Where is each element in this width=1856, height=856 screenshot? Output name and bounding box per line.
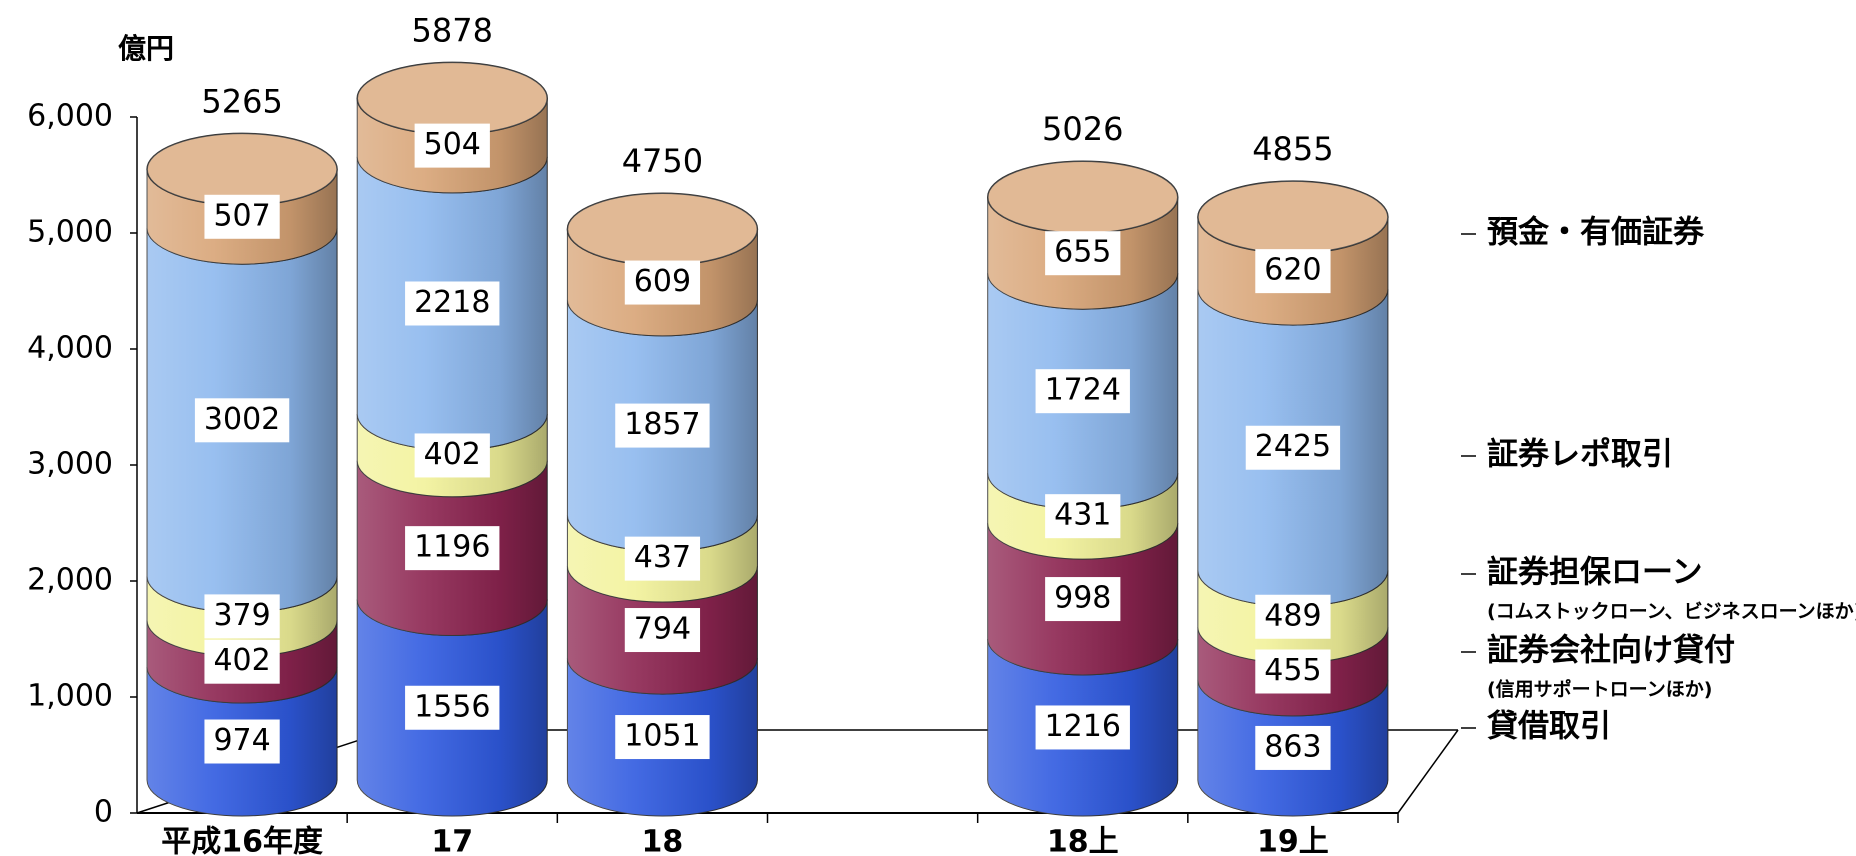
legend-label: 証券担保ローン	[1487, 555, 1702, 591]
value-label: 402	[213, 643, 270, 678]
value-label: 507	[213, 198, 270, 233]
y-tick-label: 2,000	[27, 563, 113, 598]
value-label-box	[1245, 425, 1341, 470]
value-label: 379	[213, 598, 270, 633]
y-axis-label: 億円	[118, 32, 174, 65]
value-label-box	[405, 685, 500, 730]
cylinder-top-shine	[987, 161, 1178, 234]
value-label-box	[1255, 249, 1331, 294]
value-label-box	[624, 536, 701, 581]
legend-note: (信用サポートローンほか)	[1487, 678, 1712, 701]
value-label-box	[1045, 577, 1121, 622]
value-label-box	[1255, 594, 1331, 639]
value-label: 1857	[624, 407, 700, 442]
value-label: 455	[1264, 653, 1321, 688]
value-label-box	[414, 123, 490, 168]
value-label: 863	[1264, 729, 1321, 764]
value-label-box	[615, 403, 710, 448]
value-label: 3002	[204, 402, 280, 437]
value-label: 1196	[414, 530, 490, 565]
value-label: 1556	[414, 689, 490, 724]
value-label: 794	[634, 612, 691, 647]
value-label: 1216	[1045, 709, 1121, 744]
value-label: 998	[1054, 581, 1111, 616]
x-tick-label: 18	[642, 825, 684, 856]
total-label: 4855	[1252, 130, 1333, 168]
y-tick-label: 5,000	[27, 215, 113, 250]
cylinder-top-shine	[147, 133, 338, 206]
value-label-box	[204, 719, 280, 764]
value-label: 437	[634, 540, 691, 575]
value-label: 504	[424, 127, 481, 162]
value-label: 1051	[624, 719, 700, 754]
value-label: 2425	[1255, 429, 1331, 464]
value-label-box	[405, 281, 500, 326]
value-label-box	[414, 433, 490, 478]
value-label-box	[1045, 231, 1121, 276]
value-label: 655	[1054, 235, 1111, 270]
value-label: 974	[213, 723, 270, 758]
total-label: 5026	[1042, 110, 1123, 148]
cylinder-top-shine	[357, 62, 548, 135]
y-tick-label: 1,000	[27, 679, 113, 714]
value-label-box	[204, 594, 280, 639]
value-label-box	[1255, 725, 1331, 770]
total-label: 5878	[412, 11, 493, 49]
x-tick-label: 平成16年度	[161, 825, 323, 856]
value-label: 620	[1264, 253, 1321, 288]
y-tick-label: 0	[94, 795, 113, 830]
cylinder-top-shine	[567, 193, 758, 266]
value-label-box	[1045, 494, 1121, 539]
legend-note: (コムストックローン、ビジネスローンほか)	[1487, 601, 1856, 623]
value-label: 431	[1054, 498, 1111, 533]
x-tick-label: 18上	[1047, 825, 1119, 856]
value-label-box	[624, 260, 701, 305]
legend-label: 貸借取引	[1487, 709, 1611, 745]
total-label: 5265	[201, 82, 282, 120]
x-tick-label: 17	[431, 825, 473, 856]
legend-label: 預金・有価証券	[1487, 215, 1705, 251]
value-label: 402	[424, 437, 481, 472]
value-label-box	[194, 398, 290, 443]
legend-label: 証券レポ取引	[1487, 437, 1673, 473]
value-label-box	[204, 194, 280, 239]
value-label: 1724	[1045, 373, 1121, 408]
value-label: 2218	[414, 285, 490, 320]
cylinder-top-shine	[1197, 181, 1388, 254]
y-tick-label: 6,000	[27, 99, 113, 134]
value-label-box	[1035, 369, 1130, 414]
y-tick-label: 4,000	[27, 331, 113, 366]
value-label: 489	[1264, 598, 1321, 633]
value-label-box	[615, 715, 710, 760]
total-label: 4750	[622, 142, 703, 180]
value-label: 609	[634, 264, 691, 299]
value-label-box	[204, 639, 280, 684]
legend-label: 証券会社向け貸付	[1487, 633, 1735, 669]
y-tick-label: 3,000	[27, 447, 113, 482]
x-tick-label: 19上	[1257, 825, 1329, 856]
value-label-box	[624, 608, 701, 653]
value-label-box	[405, 526, 500, 571]
value-label-box	[1035, 705, 1130, 750]
value-label-box	[1255, 649, 1331, 694]
